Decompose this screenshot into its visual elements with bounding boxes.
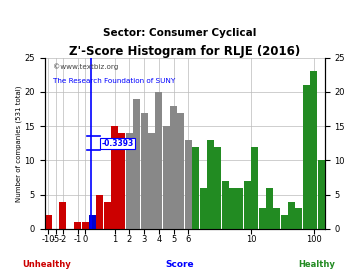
Bar [229, 188, 236, 229]
Bar [89, 215, 96, 229]
Bar [74, 222, 81, 229]
Bar [155, 92, 162, 229]
Bar [45, 215, 52, 229]
Y-axis label: Number of companies (531 total): Number of companies (531 total) [15, 85, 22, 202]
Bar [251, 147, 258, 229]
Bar [288, 201, 295, 229]
Bar [281, 215, 288, 229]
Bar [170, 106, 177, 229]
Bar [214, 147, 221, 229]
Bar [318, 160, 325, 229]
Bar [222, 181, 229, 229]
Bar [258, 208, 266, 229]
Bar [244, 181, 251, 229]
Bar [59, 201, 67, 229]
Bar [207, 140, 214, 229]
Bar [148, 133, 155, 229]
Bar [140, 113, 148, 229]
Bar [133, 99, 140, 229]
Bar [177, 113, 184, 229]
Bar [163, 126, 170, 229]
Text: The Research Foundation of SUNY: The Research Foundation of SUNY [53, 78, 175, 84]
Bar [185, 140, 192, 229]
Bar [310, 71, 317, 229]
Text: ©www.textbiz.org: ©www.textbiz.org [53, 63, 118, 69]
Bar [192, 147, 199, 229]
Text: Score: Score [166, 260, 194, 269]
Bar [273, 208, 280, 229]
Bar [104, 201, 111, 229]
Bar [111, 126, 118, 229]
Text: -0.3393: -0.3393 [101, 139, 134, 148]
Bar [118, 133, 125, 229]
Bar [237, 188, 243, 229]
Bar [266, 188, 273, 229]
Bar [126, 133, 133, 229]
Bar [96, 195, 103, 229]
Text: Sector: Consumer Cyclical: Sector: Consumer Cyclical [103, 28, 257, 38]
Text: Healthy: Healthy [298, 260, 335, 269]
Bar [199, 188, 207, 229]
Bar [82, 222, 89, 229]
Bar [296, 208, 302, 229]
Text: Unhealthy: Unhealthy [22, 260, 71, 269]
Title: Z'-Score Histogram for RLJE (2016): Z'-Score Histogram for RLJE (2016) [69, 45, 300, 58]
Bar [303, 85, 310, 229]
